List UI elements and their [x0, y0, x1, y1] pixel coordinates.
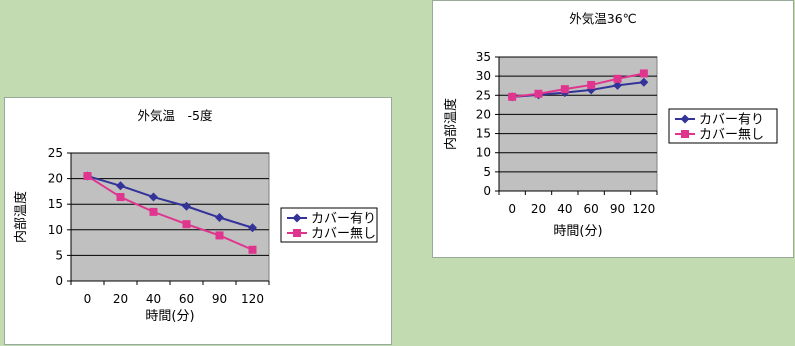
- x-tick-label: 20: [531, 202, 546, 216]
- data-point-without-cover: [639, 69, 648, 78]
- data-point-without-cover: [182, 220, 191, 229]
- y-tick-label: 20: [48, 172, 63, 186]
- y-tick-label: 30: [476, 69, 491, 83]
- y-tick-label: 15: [48, 197, 63, 211]
- x-tick-label: 90: [212, 292, 227, 306]
- series-line-with-cover: [87, 175, 253, 229]
- chart-panel-cold: 外気温 -5度 0 5 10 15 20 25 0 20 40 60 90 120 時間(分) 内部温度 カバ…: [4, 97, 392, 345]
- x-tick-label: 60: [584, 202, 599, 216]
- data-point-without-cover: [587, 80, 596, 89]
- legend-label: カバー無し: [311, 227, 376, 242]
- series-line-without-cover: [512, 72, 645, 98]
- data-point-without-cover: [613, 74, 622, 83]
- data-point-with-cover: [149, 192, 158, 202]
- y-tick-label: 15: [476, 127, 491, 141]
- data-point-without-cover: [215, 231, 224, 240]
- y-tick-label: 25: [476, 88, 491, 102]
- data-point-with-cover: [613, 80, 622, 90]
- y-tick-label: 20: [476, 107, 491, 121]
- x-tick-label: 120: [241, 292, 264, 306]
- y-tick-label: 10: [48, 223, 63, 237]
- legend-marker: [681, 130, 689, 138]
- data-point-without-cover: [560, 85, 569, 94]
- data-point-with-cover: [215, 213, 224, 223]
- legend-label: カバー有り: [699, 113, 764, 128]
- y-tick-label: 25: [48, 146, 63, 160]
- x-tick-label: 0: [84, 292, 92, 306]
- x-axis-label: 時間(分): [553, 224, 602, 239]
- x-tick-label: 20: [113, 292, 128, 306]
- x-tick-label: 40: [146, 292, 161, 306]
- x-tick-label: 40: [557, 202, 572, 216]
- legend-marker: [292, 213, 302, 223]
- data-point-without-cover: [248, 245, 257, 254]
- y-axis-label: 内部温度: [13, 191, 29, 243]
- y-axis-label: 内部温度: [443, 98, 459, 150]
- x-tick-label: 60: [179, 292, 194, 306]
- x-tick-label: 0: [508, 202, 516, 216]
- legend-marker: [680, 114, 690, 124]
- y-tick-label: 10: [476, 146, 491, 160]
- data-point-without-cover: [83, 172, 92, 181]
- y-tick-label: 5: [55, 248, 63, 262]
- y-tick-label: 35: [476, 50, 491, 64]
- x-tick-label: 120: [632, 202, 655, 216]
- data-point-with-cover: [182, 201, 191, 211]
- chart-hot-svg: 外気温36℃ 0 5 10 15 20 25 30 35 0 20 40 60 90 120 時間(分) 内部温…: [443, 11, 778, 239]
- y-tick-label: 0: [483, 184, 491, 198]
- plot-area: [498, 56, 658, 192]
- y-tick-label: 0: [55, 274, 63, 288]
- y-tick-label: 5: [483, 165, 491, 179]
- data-point-without-cover: [534, 89, 543, 98]
- data-point-without-cover: [116, 193, 125, 202]
- x-axis-label: 時間(分): [145, 309, 194, 324]
- data-point-with-cover: [116, 181, 125, 191]
- legend-label: カバー無し: [699, 128, 764, 143]
- chart-panel-hot: 外気温36℃ 0 5 10 15 20 25 30 35 0 20 40 60 90 120 時間(分) 内部温…: [432, 0, 794, 258]
- series-line-without-cover: [86, 175, 253, 251]
- data-point-with-cover: [639, 77, 649, 87]
- data-point-with-cover: [248, 223, 257, 233]
- chart-title: 外気温 -5度: [138, 108, 213, 123]
- x-tick-label: 90: [610, 202, 625, 216]
- legend-label: カバー有り: [311, 212, 376, 227]
- chart-title: 外気温36℃: [569, 11, 636, 26]
- legend-marker: [293, 229, 301, 237]
- data-point-without-cover: [508, 92, 517, 101]
- data-point-without-cover: [149, 207, 158, 216]
